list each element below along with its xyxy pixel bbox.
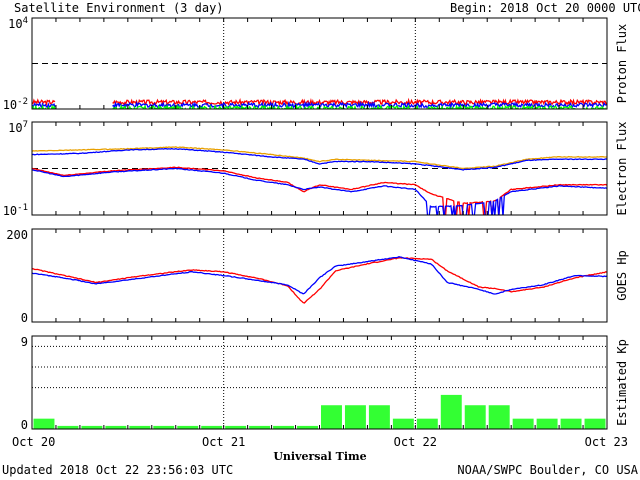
kp-bar [536, 418, 558, 429]
x-tick-label: Oct 21 [202, 435, 245, 449]
kp-bar [344, 405, 366, 429]
series-line-blue [32, 167, 607, 215]
kp-bar [584, 418, 606, 429]
series-line-blue [32, 147, 607, 171]
kp-bar [153, 425, 175, 429]
begin-value: 2018 Oct 20 0000 UTC [500, 1, 640, 15]
series-line-blue [32, 256, 607, 295]
kp-bar [129, 425, 151, 429]
x-tick-label: Oct 23 [585, 435, 628, 449]
y-tick-label: 0 [21, 311, 28, 325]
panel-2: 107 10-1 Electron Flux [3, 120, 629, 218]
plot-area-4 [32, 336, 607, 429]
panel-1: 104 10-2 Proton Flux [3, 16, 629, 112]
kp-bar [416, 418, 438, 429]
y-axis-label: GOES Hp [615, 250, 629, 301]
kp-bar [273, 425, 295, 429]
panel-frame [31, 335, 608, 430]
kp-bar [81, 425, 103, 429]
updated-timestamp: Updated 2018 Oct 22 23:56:03 UTC [2, 463, 233, 477]
kp-bar [321, 405, 342, 429]
plot-area-1 [32, 18, 607, 109]
kp-bar [57, 425, 79, 429]
panel-frame [31, 228, 608, 323]
panel-4: 9 0 Estimated Kp [21, 335, 629, 432]
kp-bar [464, 405, 486, 429]
series-line-red [32, 97, 607, 107]
plot-area-2 [32, 122, 607, 215]
credit: NOAA/SWPC Boulder, CO USA [457, 463, 638, 477]
panel-3: 200 0 GOES Hp [6, 228, 629, 325]
kp-bar [225, 425, 247, 429]
y-axis-label: Estimated Kp [615, 339, 629, 426]
panel-frame [31, 17, 608, 110]
series-line-red [32, 257, 607, 304]
y-axis-label: Electron Flux [615, 122, 629, 216]
kp-bar [440, 394, 462, 429]
panels: 104 10-2 Proton Flux 107 10-1 Electron Flux 20… [3, 16, 629, 432]
kp-bar [488, 405, 510, 429]
kp-bar [105, 425, 127, 429]
kp-bar [560, 418, 582, 429]
kp-bar [368, 405, 390, 429]
x-tick-label: Oct 20 [12, 435, 55, 449]
kp-bar [297, 425, 318, 429]
x-axis-label: Universal Time [273, 450, 366, 463]
kp-bar [249, 425, 271, 429]
chart-title: Satellite Environment (3 day) [14, 1, 224, 15]
y-tick-label: 0 [21, 418, 28, 432]
y-tick-label: 107 [8, 120, 28, 135]
kp-bar [392, 418, 414, 429]
kp-bar [177, 425, 199, 429]
y-tick-label: 10-2 [3, 97, 28, 112]
y-tick-label: 104 [8, 16, 28, 31]
y-tick-label: 200 [6, 228, 28, 242]
plot-area-3 [32, 229, 607, 322]
panel-frame [31, 121, 608, 216]
kp-bar [201, 425, 223, 429]
kp-bar [33, 418, 55, 429]
y-tick-label: 9 [21, 335, 28, 349]
x-tick-label: Oct 22 [394, 435, 437, 449]
x-axis-ticks: Oct 20 Oct 21 Oct 22 Oct 23 [12, 435, 628, 449]
series-line-red [32, 166, 607, 215]
series-line-orange [32, 146, 607, 170]
y-tick-label: 10-1 [3, 203, 28, 218]
kp-bar [512, 418, 534, 429]
begin-label: Begin: [450, 1, 493, 15]
y-axis-label: Proton Flux [615, 24, 629, 103]
